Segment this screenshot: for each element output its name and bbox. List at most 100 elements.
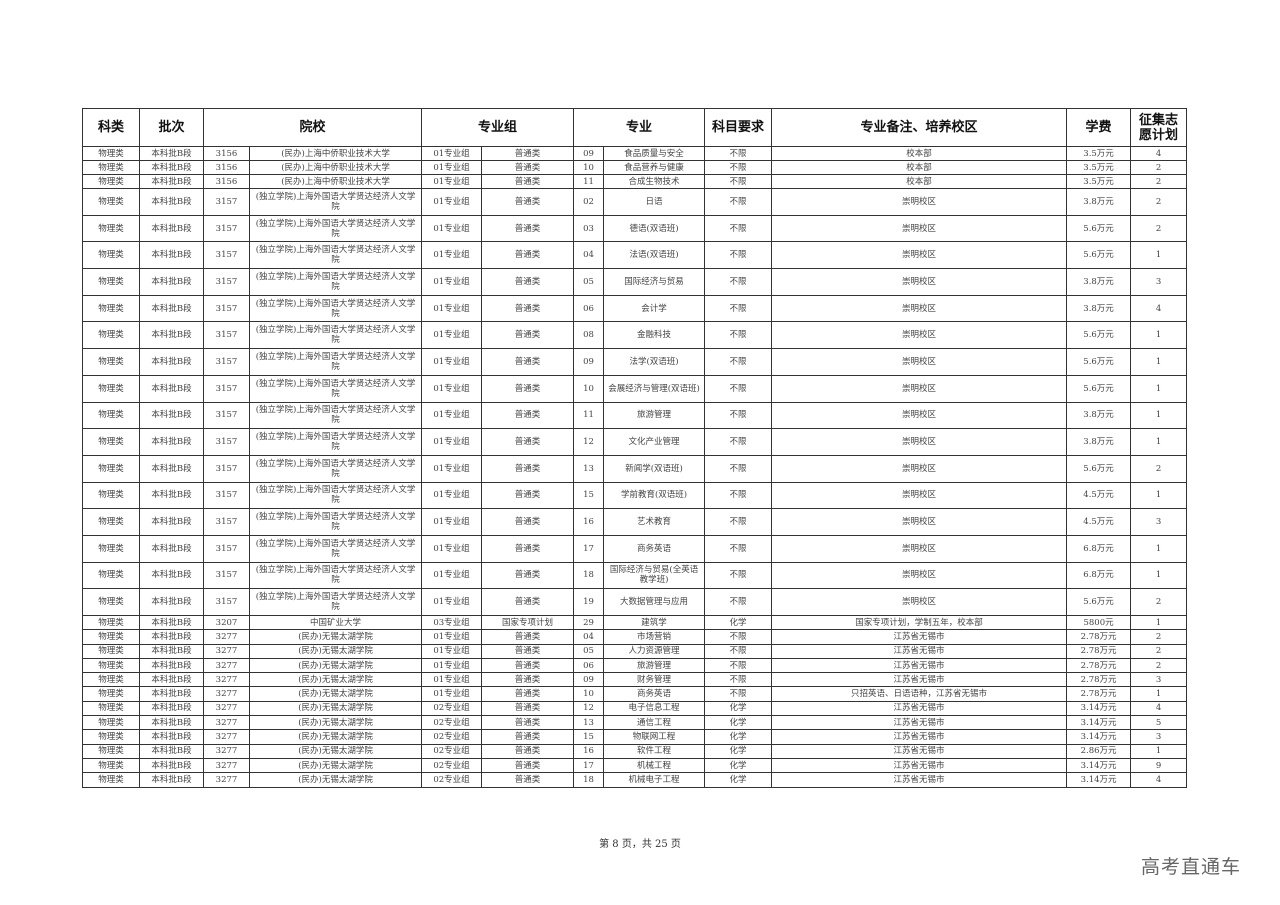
cell-group-type: 国家专项计划: [481, 614, 575, 631]
cell-school-name: (独立学院)上海外国语大学贤达经济人文学院: [248, 294, 423, 323]
cell-major-name: 国际经济与贸易: [603, 268, 706, 296]
cell-major-name: 商务英语: [603, 534, 706, 563]
cell-category: 物理类: [82, 160, 140, 175]
cell-tuition: 2.78万元: [1066, 643, 1132, 659]
header-category: 科类: [82, 108, 140, 147]
cell-group-code: 02专业组: [421, 700, 483, 717]
cell-plan-count: 1: [1130, 481, 1188, 510]
cell-tuition: 4.5万元: [1066, 508, 1132, 536]
cell-group-type: 普通类: [481, 657, 575, 674]
cell-group-code: 01专业组: [421, 561, 483, 590]
cell-notes-campus: 崇明校区: [771, 348, 1068, 376]
cell-plan-count: 1: [1130, 743, 1188, 759]
cell-tuition: 3.8万元: [1066, 401, 1132, 430]
cell-major-name: 会展经济与管理(双语班): [603, 374, 706, 403]
cell-batch: 本科批B段: [139, 672, 204, 688]
cell-plan-count: 3: [1130, 672, 1188, 688]
header-tuition: 学费: [1066, 108, 1132, 147]
cell-batch: 本科批B段: [139, 401, 204, 430]
header-plan: 征集志愿计划: [1130, 108, 1188, 147]
cell-group-type: 普通类: [481, 188, 575, 216]
table-row: 物理类 本科批B段 3277 (民办)无锡太湖学院 01专业组 普通类 05 人力资源管理 不限…: [82, 643, 1188, 659]
cell-major-code: 04: [573, 629, 605, 645]
cell-major-code: 12: [573, 428, 605, 456]
cell-category: 物理类: [82, 428, 140, 456]
cell-tuition: 2.86万元: [1066, 743, 1132, 759]
cell-school-name: (独立学院)上海外国语大学贤达经济人文学院: [248, 374, 423, 403]
cell-notes-campus: 江苏省无锡市: [771, 757, 1068, 774]
cell-tuition: 3.14万元: [1066, 757, 1132, 774]
cell-notes-campus: 崇明校区: [771, 534, 1068, 563]
cell-subject-req: 不限: [704, 348, 773, 376]
cell-school-code: 3156: [203, 174, 250, 189]
cell-tuition: 2.78万元: [1066, 672, 1132, 688]
cell-group-code: 02专业组: [421, 743, 483, 759]
cell-batch: 本科批B段: [139, 700, 204, 717]
table-row: 物理类 本科批B段 3157 (独立学院)上海外国语大学贤达经济人文学院 01专业组 普通…: [82, 321, 1188, 350]
cell-batch: 本科批B段: [139, 481, 204, 510]
cell-major-name: 会计学: [603, 294, 706, 323]
cell-major-code: 12: [573, 700, 605, 717]
cell-major-code: 17: [573, 757, 605, 774]
cell-category: 物理类: [82, 188, 140, 216]
cell-category: 物理类: [82, 146, 140, 161]
cell-major-code: 18: [573, 772, 605, 788]
cell-major-code: 11: [573, 174, 605, 189]
cell-major-name: 国际经济与贸易(全英语教学班): [603, 561, 706, 590]
cell-group-code: 01专业组: [421, 321, 483, 350]
table-row: 物理类 本科批B段 3157 (独立学院)上海外国语大学贤达经济人文学院 01专业组 普通…: [82, 188, 1188, 216]
header-major-group: 专业组: [421, 108, 575, 147]
cell-school-code: 3277: [203, 672, 250, 688]
cell-group-type: 普通类: [481, 588, 575, 616]
cell-tuition: 6.8万元: [1066, 561, 1132, 590]
cell-group-code: 01专业组: [421, 188, 483, 216]
cell-school-name: (独立学院)上海外国语大学贤达经济人文学院: [248, 188, 423, 216]
cell-group-type: 普通类: [481, 214, 575, 243]
cell-group-type: 普通类: [481, 294, 575, 323]
cell-batch: 本科批B段: [139, 214, 204, 243]
cell-major-name: 人力资源管理: [603, 643, 706, 659]
cell-batch: 本科批B段: [139, 188, 204, 216]
cell-major-code: 16: [573, 508, 605, 536]
cell-plan-count: 1: [1130, 614, 1188, 631]
cell-notes-campus: 国家专项计划，学制五年，校本部: [771, 614, 1068, 631]
cell-category: 物理类: [82, 321, 140, 350]
cell-major-name: 法学(双语班): [603, 348, 706, 376]
cell-group-code: 01专业组: [421, 629, 483, 645]
cell-plan-count: 1: [1130, 686, 1188, 702]
cell-school-name: (民办)上海中侨职业技术大学: [248, 174, 423, 189]
cell-tuition: 2.78万元: [1066, 686, 1132, 702]
cell-plan-count: 1: [1130, 321, 1188, 350]
cell-group-code: 01专业组: [421, 268, 483, 296]
cell-category: 物理类: [82, 657, 140, 674]
cell-category: 物理类: [82, 268, 140, 296]
cell-major-code: 09: [573, 348, 605, 376]
cell-group-code: 01专业组: [421, 481, 483, 510]
cell-school-code: 3157: [203, 374, 250, 403]
cell-school-name: (独立学院)上海外国语大学贤达经济人文学院: [248, 214, 423, 243]
cell-group-code: 02专业组: [421, 772, 483, 788]
cell-subject-req: 化学: [704, 729, 773, 745]
cell-major-code: 02: [573, 188, 605, 216]
cell-subject-req: 化学: [704, 743, 773, 759]
cell-batch: 本科批B段: [139, 686, 204, 702]
cell-major-code: 05: [573, 643, 605, 659]
cell-category: 物理类: [82, 561, 140, 590]
cell-major-name: 合成生物技术: [603, 174, 706, 189]
cell-school-code: 3157: [203, 428, 250, 456]
cell-subject-req: 不限: [704, 374, 773, 403]
cell-notes-campus: 崇明校区: [771, 588, 1068, 616]
cell-tuition: 3.5万元: [1066, 160, 1132, 175]
cell-school-code: 3277: [203, 715, 250, 731]
header-school: 院校: [202, 108, 423, 147]
cell-school-name: (独立学院)上海外国语大学贤达经济人文学院: [248, 534, 423, 563]
cell-major-name: 日语: [603, 188, 706, 216]
cell-group-code: 01专业组: [421, 534, 483, 563]
cell-school-code: 3157: [203, 534, 250, 563]
table-row: 物理类 本科批B段 3156 (民办)上海中侨职业技术大学 01专业组 普通类 09 食品质量…: [82, 146, 1188, 161]
table-row: 物理类 本科批B段 3157 (独立学院)上海外国语大学贤达经济人文学院 01专业组 普通…: [82, 214, 1188, 243]
cell-notes-campus: 只招英语、日语语种，江苏省无锡市: [771, 686, 1068, 702]
cell-subject-req: 不限: [704, 657, 773, 674]
cell-major-name: 物联网工程: [603, 729, 706, 745]
cell-major-name: 法语(双语班): [603, 241, 706, 270]
